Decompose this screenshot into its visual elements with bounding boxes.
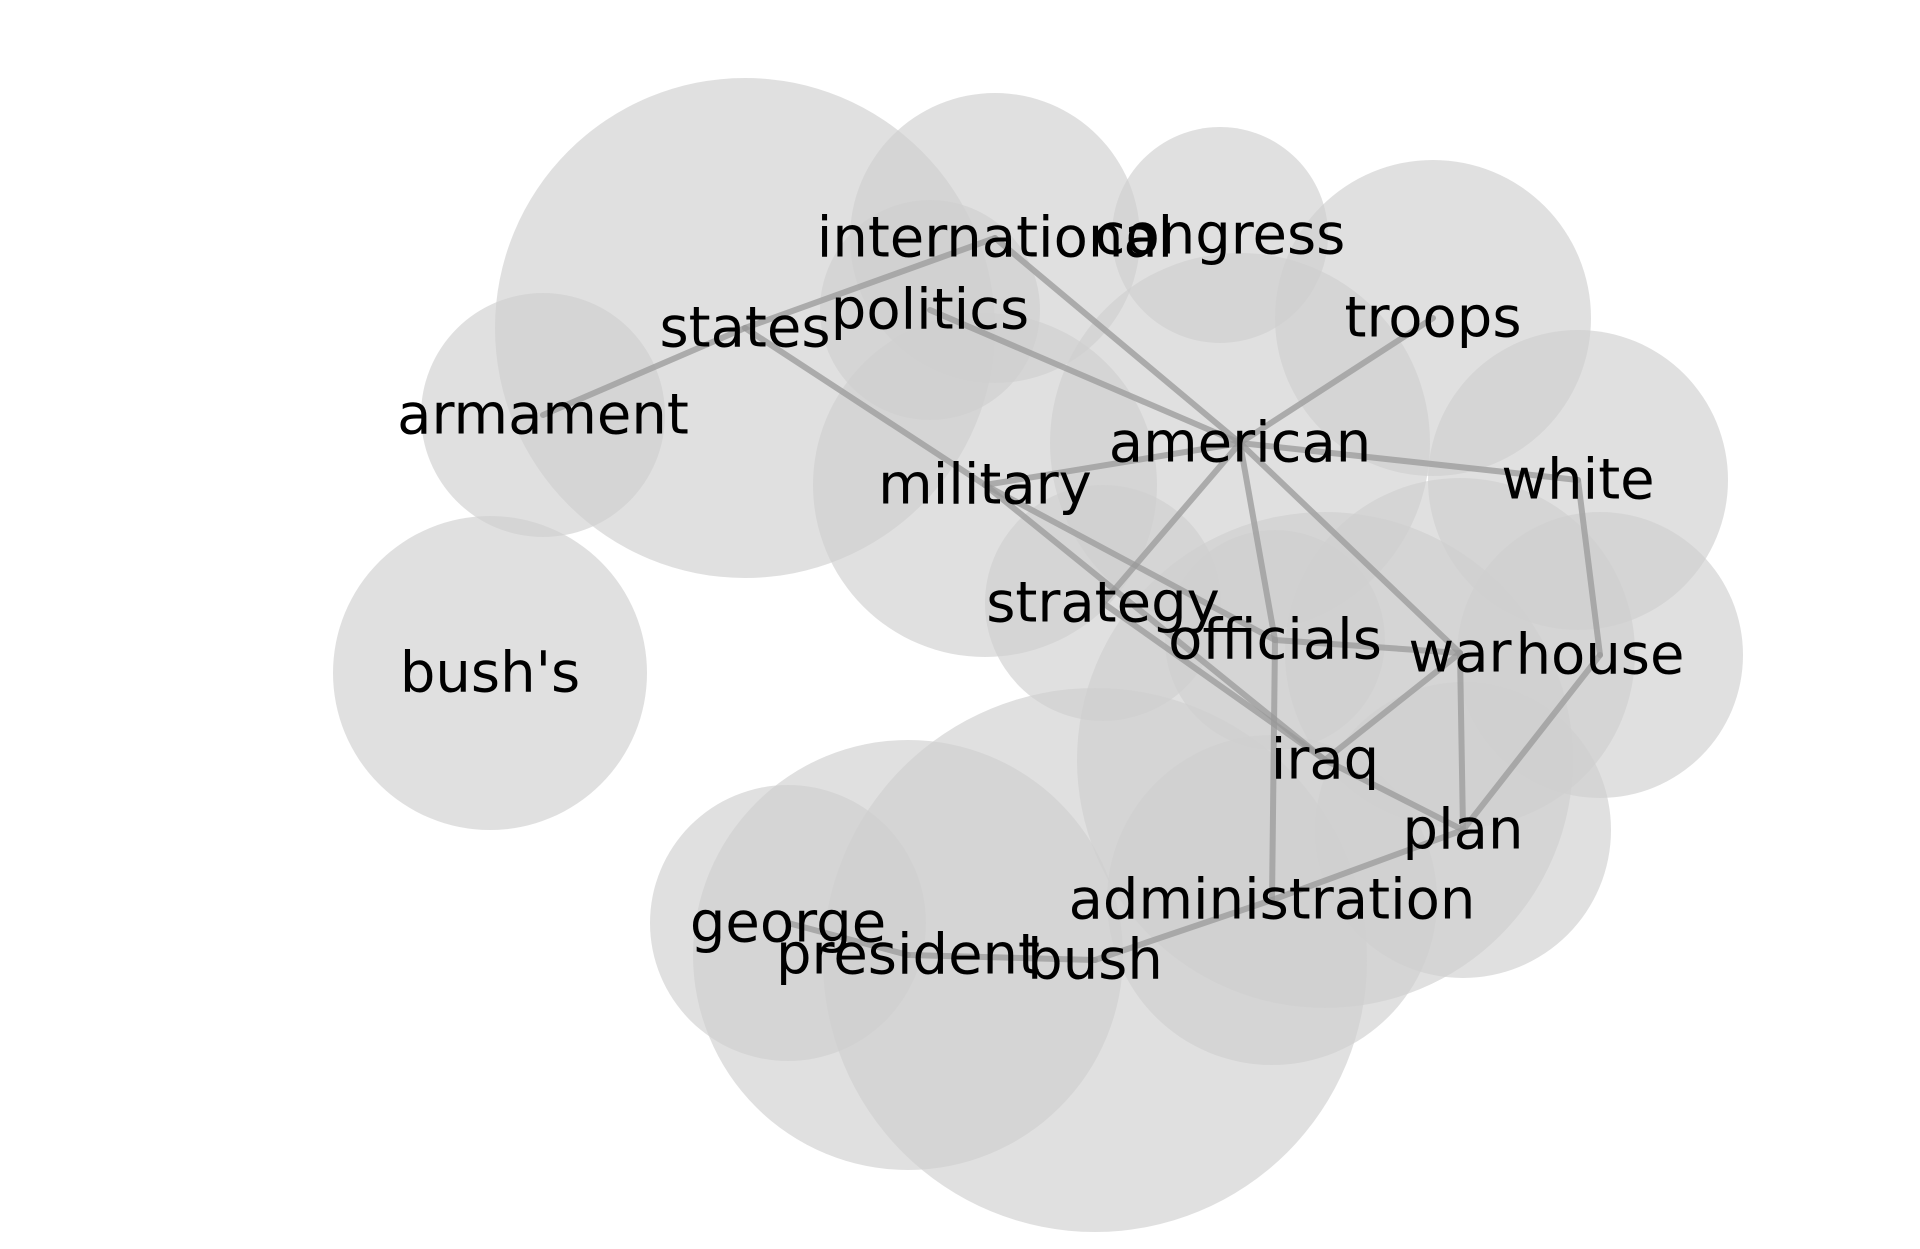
node-label-president: president bbox=[776, 923, 1040, 988]
node-label-military: military bbox=[878, 453, 1092, 518]
edge-american-military bbox=[982, 440, 1243, 488]
edge-military-officials bbox=[982, 482, 1278, 643]
node-label-administration: administration bbox=[1069, 868, 1476, 933]
node-label-iraq: iraq bbox=[1271, 728, 1379, 793]
edge-american-strategy bbox=[1100, 440, 1243, 606]
node-label-american: american bbox=[1109, 411, 1372, 476]
edge-white-house bbox=[1575, 477, 1603, 658]
edge-president-bush bbox=[905, 952, 1098, 963]
node-circle-bushs bbox=[333, 516, 647, 830]
node-label-politics: politics bbox=[831, 278, 1029, 343]
edge-troops-american bbox=[1237, 315, 1436, 446]
node-label-strategy: strategy bbox=[986, 571, 1220, 636]
edge-american-officials bbox=[1237, 440, 1278, 643]
edge-war-plan bbox=[1457, 650, 1466, 833]
edge-administration-bush bbox=[1092, 897, 1275, 963]
edge-international-american bbox=[992, 235, 1243, 446]
node-label-house: house bbox=[1516, 623, 1685, 688]
node-label-bushs: bush's bbox=[400, 641, 580, 706]
edge-politics-american bbox=[927, 307, 1243, 446]
node-label-congress: congress bbox=[1095, 203, 1346, 268]
edge-house-plan bbox=[1460, 652, 1603, 833]
edge-plan-administration bbox=[1269, 827, 1466, 903]
node-label-troops: troops bbox=[1345, 286, 1522, 351]
edge-american-white bbox=[1237, 440, 1581, 483]
node-label-george: george bbox=[690, 891, 886, 956]
node-label-international: international bbox=[817, 206, 1173, 271]
edge-american-war bbox=[1237, 440, 1463, 656]
edge-strategy-iraq bbox=[1100, 600, 1328, 763]
node-label-war: war bbox=[1408, 621, 1512, 686]
edge-war-iraq bbox=[1322, 650, 1463, 763]
edge-armament-states bbox=[540, 325, 748, 418]
edge-states-military bbox=[742, 325, 988, 488]
edges bbox=[540, 235, 1603, 963]
node-label-armament: armament bbox=[397, 383, 689, 448]
node-label-bush: bush bbox=[1027, 928, 1163, 993]
edge-military-iraq bbox=[982, 482, 1328, 763]
edge-officials-war bbox=[1272, 637, 1463, 656]
node-label-white: white bbox=[1501, 448, 1654, 513]
edge-george-president bbox=[785, 920, 911, 958]
edge-officials-administration bbox=[1269, 637, 1278, 903]
node-label-plan: plan bbox=[1403, 798, 1524, 863]
edge-iraq-plan bbox=[1322, 757, 1466, 833]
edge-states-international bbox=[742, 235, 998, 331]
node-label-states: states bbox=[659, 296, 830, 361]
node-label-officials: officials bbox=[1168, 608, 1382, 673]
